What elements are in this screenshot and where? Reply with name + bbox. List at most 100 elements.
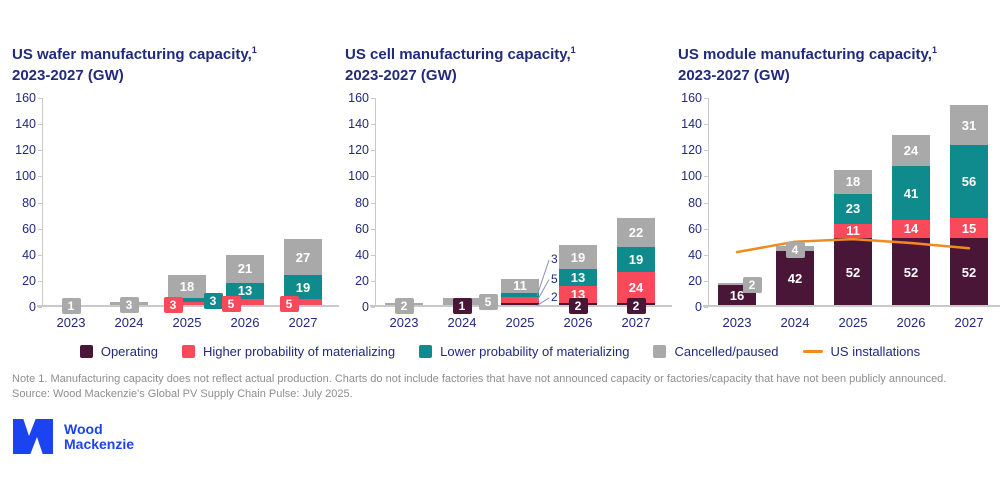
chart-title-cell: US cell manufacturing capacity,1 2023-202… xyxy=(345,40,576,86)
x-axis-baseline xyxy=(37,305,339,307)
chart-title-module: US module manufacturing capacity,1 2023-2… xyxy=(678,40,937,86)
segment-value-label: 52 xyxy=(961,264,977,280)
chart-panel-wafer: US wafer manufacturing capacity,1 2023-20… xyxy=(0,0,339,345)
y-axis-tick-mark xyxy=(371,307,375,308)
segment-value-label: 22 xyxy=(628,225,644,241)
y-axis-tick-label: 20 xyxy=(22,273,36,288)
bar-segment-cancelled: 21 xyxy=(226,255,264,283)
y-axis-tick-mark xyxy=(371,254,375,256)
y-axis-tick-label: 100 xyxy=(681,169,702,184)
wood-mackenzie-wordmark: Wood Mackenzie xyxy=(64,420,134,452)
x-axis-year-label: 2027 xyxy=(621,315,651,330)
x-axis-year-label: 2026 xyxy=(896,315,926,330)
y-axis-tick-mark xyxy=(704,150,708,152)
chart-panel-module: US module manufacturing capacity,1 2023-2… xyxy=(666,0,1000,345)
y-axis-tick-mark xyxy=(704,98,708,99)
bar-segment-higher: 24 xyxy=(617,272,655,304)
y-axis-tick-mark xyxy=(38,280,42,282)
leader-line xyxy=(536,279,550,302)
y-axis-tick-mark xyxy=(371,124,375,126)
bar-segment-higher: 11 xyxy=(834,223,872,238)
segment-value-label: 15 xyxy=(961,220,977,236)
y-axis-line xyxy=(708,98,709,307)
footnote-line1: Note 1. Manufacturing capacity does not … xyxy=(12,373,947,385)
legend-item-higher-probability: Higher probability of materializing xyxy=(181,344,395,359)
chart-title-line1: US cell manufacturing capacity, xyxy=(345,46,571,63)
bar-segment-higher xyxy=(284,299,322,306)
chart-overlay xyxy=(536,259,550,307)
bar-segment-operating xyxy=(501,303,539,306)
y-axis-tick-mark xyxy=(371,150,375,152)
legend-item-operating: Operating xyxy=(79,344,158,359)
y-axis-tick-mark xyxy=(704,176,708,178)
segment-value-chip: 2 xyxy=(742,276,762,293)
y-axis-tick-label: 160 xyxy=(15,91,36,105)
x-axis-year-label: 2025 xyxy=(172,315,202,330)
segment-value-chip: 4 xyxy=(785,241,805,258)
segment-value-label: 52 xyxy=(845,264,861,280)
bar-segment-lower: 41 xyxy=(892,166,930,220)
logo-line1: Wood xyxy=(64,420,103,437)
segment-value-chip: 3 xyxy=(119,297,139,314)
y-axis-tick-label: 140 xyxy=(681,117,702,132)
bar-segment-higher: 14 xyxy=(892,219,930,239)
leader-value-label: 2 xyxy=(551,289,558,304)
y-axis-tick-mark xyxy=(704,228,708,230)
y-axis-tick-label: 120 xyxy=(15,143,36,158)
bar-segment-lower: 13 xyxy=(559,269,597,287)
y-axis-tick-mark xyxy=(38,254,42,256)
plot-area-module: 0 20 40 60 80 100 120 140 160 2023 16 2 2024 42 4 2025 5… xyxy=(681,91,1000,330)
wood-mackenzie-logo: Wood Mackenzie xyxy=(12,418,134,455)
segment-value-chip: 3 xyxy=(163,297,183,314)
legend-label: Operating xyxy=(100,344,158,359)
segment-value-label: 13 xyxy=(570,270,586,286)
chart-title-superscript: 1 xyxy=(931,45,937,55)
y-axis-tick-mark xyxy=(38,307,42,308)
y-axis-tick-label: 60 xyxy=(688,221,702,236)
y-axis-tick-mark xyxy=(38,202,42,204)
segment-value-chip: 2 xyxy=(568,297,588,314)
segment-value-label: 19 xyxy=(570,249,586,265)
segment-value-label: 42 xyxy=(787,271,803,287)
y-axis-tick-label: 80 xyxy=(688,195,702,210)
segment-value-label: 13 xyxy=(237,283,253,299)
chart-title-superscript: 1 xyxy=(251,45,257,55)
operating-swatch-icon xyxy=(79,345,93,358)
y-axis-tick-label: 80 xyxy=(22,195,36,210)
chart-title-line1: US wafer manufacturing capacity, xyxy=(12,46,252,63)
segment-value-chip: 1 xyxy=(452,298,472,315)
x-axis-year-label: 2025 xyxy=(838,315,868,330)
segment-value-label: 56 xyxy=(961,174,977,190)
legend-label: Cancelled/paused xyxy=(674,344,779,359)
y-axis-tick-mark xyxy=(704,280,708,282)
us-installations-line xyxy=(735,237,971,254)
y-axis-line xyxy=(42,98,43,307)
bar-segment-operating: 52 xyxy=(834,238,872,306)
bar-segment-higher: 15 xyxy=(950,218,988,239)
segment-value-label: 31 xyxy=(961,117,977,133)
x-axis-year-label: 2023 xyxy=(56,315,86,330)
higher-probability-swatch-icon xyxy=(181,345,195,358)
y-axis-tick-label: 20 xyxy=(688,273,702,288)
x-axis-year-label: 2027 xyxy=(954,315,984,330)
y-axis-tick-label: 60 xyxy=(22,221,36,236)
y-axis-tick-mark xyxy=(38,176,42,178)
chart-panel-cell: US cell manufacturing capacity,1 2023-202… xyxy=(333,0,672,345)
footnote: Note 1. Manufacturing capacity does not … xyxy=(12,372,992,402)
bar-segment-cancelled: 18 xyxy=(834,170,872,194)
us-installations-line-icon xyxy=(802,350,823,353)
bar-segment-cancelled xyxy=(718,282,756,286)
segment-value-label: 21 xyxy=(237,261,253,277)
segment-value-label: 52 xyxy=(903,264,919,280)
chart-title-wafer: US wafer manufacturing capacity,1 2023-20… xyxy=(12,40,257,86)
y-axis-line xyxy=(375,98,376,307)
legend-label: Lower probability of materializing xyxy=(440,344,630,359)
legend-label: US installations xyxy=(830,344,921,359)
lower-probability-swatch-icon xyxy=(419,345,433,358)
segment-value-label: 16 xyxy=(729,288,745,304)
legend-item-us-installations: US installations xyxy=(802,344,921,359)
chart-title-line1: US module manufacturing capacity, xyxy=(678,46,932,63)
y-axis-tick-label: 20 xyxy=(355,273,369,288)
y-axis-tick-label: 0 xyxy=(362,300,369,314)
